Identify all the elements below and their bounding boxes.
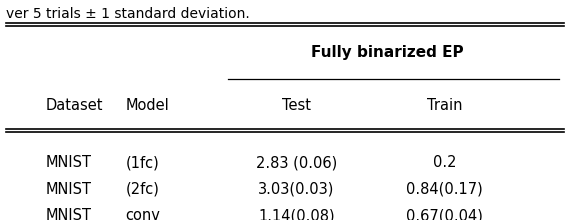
Text: MNIST: MNIST: [46, 208, 92, 220]
Text: Train: Train: [427, 98, 462, 113]
Text: ver 5 trials ± 1 standard deviation.: ver 5 trials ± 1 standard deviation.: [6, 7, 250, 21]
Text: 0.67(0.04): 0.67(0.04): [406, 208, 483, 220]
Text: MNIST: MNIST: [46, 182, 92, 197]
Text: MNIST: MNIST: [46, 155, 92, 170]
Text: (2fc): (2fc): [125, 182, 159, 197]
Text: Fully binarized EP: Fully binarized EP: [311, 45, 464, 60]
Text: Dataset: Dataset: [46, 98, 103, 113]
Text: 2.83 (0.06): 2.83 (0.06): [256, 155, 337, 170]
Text: Model: Model: [125, 98, 169, 113]
Text: 1.14(0.08): 1.14(0.08): [258, 208, 335, 220]
Text: Test: Test: [282, 98, 311, 113]
Text: 3.03(0.03): 3.03(0.03): [258, 182, 335, 197]
Text: (1fc): (1fc): [125, 155, 159, 170]
Text: 0.2: 0.2: [433, 155, 457, 170]
Text: conv: conv: [125, 208, 160, 220]
Text: 0.84(0.17): 0.84(0.17): [406, 182, 483, 197]
